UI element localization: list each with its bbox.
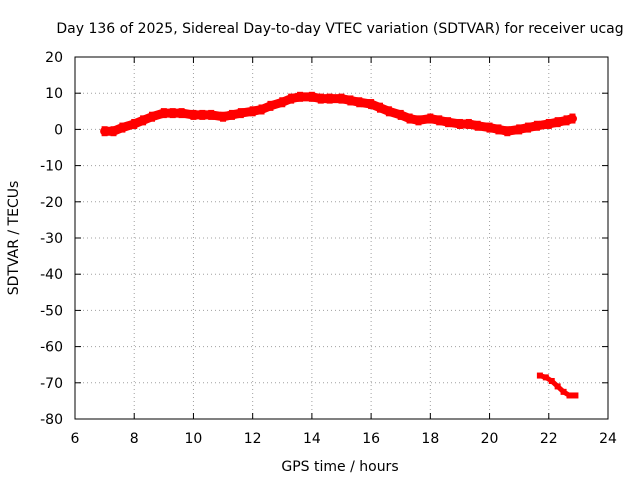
data-point bbox=[148, 111, 155, 122]
y-tick-label: -10 bbox=[40, 159, 63, 175]
x-tick-label: 16 bbox=[362, 431, 380, 447]
chart-title: Day 136 of 2025, Sidereal Day-to-day VTE… bbox=[56, 21, 623, 37]
data-point bbox=[338, 93, 345, 104]
data-point bbox=[516, 124, 523, 135]
data-point bbox=[456, 118, 463, 129]
data-point bbox=[297, 91, 304, 102]
data-point bbox=[119, 122, 126, 133]
data-point bbox=[249, 106, 256, 117]
data-point bbox=[542, 374, 549, 381]
y-tick-label: -20 bbox=[40, 195, 63, 211]
x-tick-label: 6 bbox=[71, 431, 80, 447]
x-tick-label: 24 bbox=[599, 431, 617, 447]
x-tick-label: 14 bbox=[303, 431, 321, 447]
data-point bbox=[178, 108, 185, 119]
data-point bbox=[495, 124, 502, 135]
data-point bbox=[208, 109, 215, 120]
data-point bbox=[237, 108, 244, 119]
data-point bbox=[140, 115, 147, 126]
data-point bbox=[376, 102, 383, 113]
data-point bbox=[368, 99, 375, 110]
x-tick-label: 8 bbox=[130, 431, 139, 447]
x-tick-label: 10 bbox=[185, 431, 203, 447]
data-point bbox=[406, 113, 413, 124]
data-point bbox=[572, 392, 579, 399]
y-tick-label: 20 bbox=[45, 50, 63, 66]
x-tick-label: 22 bbox=[540, 431, 558, 447]
data-point bbox=[385, 106, 392, 117]
data-point bbox=[326, 93, 333, 104]
data-point bbox=[169, 108, 176, 119]
data-point bbox=[160, 108, 167, 119]
y-axis-label: SDTVAR / TECUs bbox=[6, 181, 22, 296]
data-point bbox=[190, 109, 197, 120]
data-point bbox=[465, 118, 472, 129]
x-tick-label: 12 bbox=[244, 431, 262, 447]
plot-frame bbox=[74, 56, 609, 420]
data-point bbox=[536, 372, 543, 379]
data-point bbox=[101, 126, 108, 137]
y-tick-label: 10 bbox=[45, 86, 63, 102]
data-series bbox=[100, 91, 579, 399]
data-point bbox=[566, 392, 573, 399]
x-axis-label: GPS time / hours bbox=[281, 459, 398, 475]
data-point bbox=[110, 126, 117, 137]
data-point bbox=[560, 388, 567, 395]
data-point bbox=[548, 377, 555, 384]
data-point bbox=[347, 95, 354, 106]
data-point bbox=[474, 120, 481, 131]
x-tick-label: 18 bbox=[421, 431, 439, 447]
x-tick-label: 20 bbox=[481, 431, 499, 447]
y-tick-label: -80 bbox=[40, 412, 63, 428]
data-point bbox=[258, 104, 265, 115]
data-point bbox=[220, 111, 227, 122]
data-point bbox=[288, 93, 295, 104]
data-point bbox=[308, 91, 315, 102]
y-tick-label: 0 bbox=[54, 122, 63, 138]
y-tick-label: -60 bbox=[40, 340, 63, 356]
data-point bbox=[228, 109, 235, 120]
data-point bbox=[415, 115, 422, 126]
data-point bbox=[317, 93, 324, 104]
tick-labels: 6 8 10 12 14 16 18 20 22 24 20 10 0 -10 -20 -30 -40 -50 -6… bbox=[40, 50, 617, 447]
data-point bbox=[436, 115, 443, 126]
data-point bbox=[563, 115, 570, 126]
data-point bbox=[554, 383, 561, 390]
data-point bbox=[445, 117, 452, 128]
data-point bbox=[533, 120, 540, 131]
data-point bbox=[427, 113, 434, 124]
data-point bbox=[267, 100, 274, 111]
data-point bbox=[279, 97, 286, 108]
data-point bbox=[397, 109, 404, 120]
data-point bbox=[131, 118, 138, 129]
y-tick-label: -30 bbox=[40, 231, 63, 247]
data-point bbox=[504, 126, 511, 137]
data-point bbox=[486, 122, 493, 133]
data-point bbox=[356, 97, 363, 108]
data-point bbox=[199, 109, 206, 120]
y-tick-label: -40 bbox=[40, 267, 63, 283]
data-point bbox=[554, 117, 561, 128]
y-tick-label: -70 bbox=[40, 376, 63, 392]
data-point bbox=[525, 122, 532, 133]
grid-lines bbox=[75, 57, 608, 419]
data-point bbox=[569, 113, 576, 124]
y-tick-label: -50 bbox=[40, 303, 63, 319]
data-point bbox=[545, 118, 552, 129]
